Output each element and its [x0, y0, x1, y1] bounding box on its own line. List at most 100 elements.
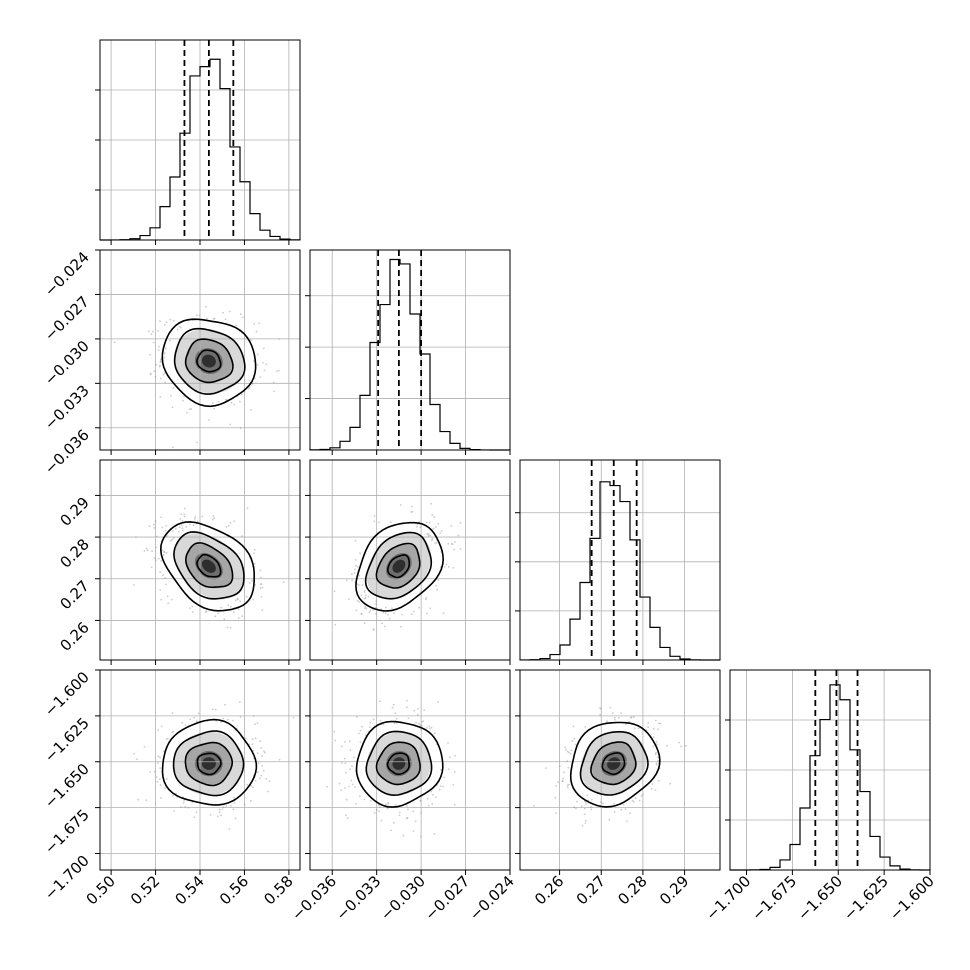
sample-point	[195, 811, 198, 814]
sample-point	[240, 393, 243, 396]
sample-point	[229, 423, 232, 426]
sample-point	[387, 803, 390, 805]
sample-point	[358, 584, 360, 586]
sample-point	[628, 720, 631, 723]
sample-point	[638, 799, 641, 802]
sample-point	[618, 716, 620, 719]
sample-point	[647, 726, 650, 729]
sample-point	[133, 752, 136, 755]
sample-point	[354, 539, 357, 542]
sample-point	[263, 369, 266, 372]
sample-point	[640, 795, 643, 797]
sample-point	[453, 803, 456, 806]
contour-line-2	[173, 327, 246, 395]
sample-point	[575, 807, 577, 810]
y-tick-label: −0.030	[41, 337, 93, 389]
sample-point	[260, 583, 263, 585]
sample-point	[566, 786, 569, 789]
sample-point	[437, 522, 440, 525]
sample-point	[217, 612, 220, 615]
sample-point	[193, 517, 196, 520]
sample-point	[430, 790, 433, 793]
sample-point	[169, 318, 172, 321]
sample-point	[341, 745, 343, 748]
sample-point	[223, 618, 226, 621]
sample-point	[278, 758, 281, 761]
x-tick-label: 0.58	[260, 872, 296, 908]
sample-point	[343, 757, 346, 760]
sample-point	[586, 794, 589, 797]
sample-point	[655, 762, 658, 765]
sample-point	[157, 762, 159, 764]
sample-point	[555, 812, 557, 814]
sample-point	[178, 531, 180, 533]
sample-point	[382, 611, 385, 614]
sample-point	[160, 598, 163, 601]
sample-point	[443, 776, 446, 779]
sample-point	[165, 738, 168, 740]
y-tick-label: −0.024	[41, 248, 93, 300]
y-tick-label: 0.28	[56, 535, 92, 571]
sample-point	[641, 793, 644, 796]
y-tick-label: 0.29	[56, 494, 92, 530]
sample-point	[432, 527, 435, 530]
sample-point	[158, 778, 161, 781]
sample-point	[423, 709, 426, 711]
sample-point	[609, 706, 612, 709]
sample-point	[373, 520, 376, 523]
sample-point	[351, 573, 353, 575]
y-tick-label: −1.650	[41, 760, 93, 812]
sample-point	[189, 718, 192, 720]
sample-point	[220, 814, 223, 817]
x-tick-label: 0.26	[531, 872, 567, 908]
sample-point	[585, 802, 588, 805]
sample-point	[406, 699, 408, 702]
sample-point	[171, 406, 174, 409]
sample-point	[173, 810, 176, 812]
contour-line-2	[364, 531, 433, 600]
sample-point	[183, 513, 186, 516]
sample-point	[584, 819, 587, 822]
sample-point	[165, 321, 168, 324]
sample-point	[344, 762, 347, 765]
sample-point	[171, 598, 174, 601]
sample-point	[157, 557, 160, 560]
sample-point	[348, 598, 350, 600]
sample-point	[159, 320, 161, 323]
sample-point	[566, 784, 569, 787]
x-tick-label: −0.024	[466, 872, 518, 924]
sample-point	[164, 529, 167, 532]
sample-point	[239, 716, 242, 718]
sample-point	[572, 725, 575, 728]
sample-point	[179, 806, 182, 809]
sample-point	[613, 716, 616, 719]
sample-point	[410, 505, 413, 508]
sample-point	[395, 804, 397, 806]
sample-point	[372, 608, 374, 611]
sample-point	[182, 399, 184, 402]
sample-point	[562, 777, 565, 780]
sample-point	[557, 781, 559, 784]
sample-point	[153, 527, 156, 529]
density-level-4	[607, 757, 621, 770]
sample-point	[225, 805, 228, 807]
sample-point	[235, 324, 238, 327]
sample-point	[417, 708, 419, 710]
sample-point	[573, 737, 576, 740]
sample-point	[351, 783, 354, 786]
sample-point	[196, 441, 199, 444]
sample-point	[449, 756, 451, 759]
sample-point	[367, 595, 370, 598]
x-tick-label: 0.52	[127, 872, 163, 908]
sample-point	[153, 370, 156, 373]
sample-point	[373, 515, 376, 517]
sample-point	[178, 325, 181, 328]
x-tick-label: −1.675	[748, 872, 800, 924]
sample-point	[156, 781, 159, 783]
contour-line-1	[590, 741, 637, 786]
sample-point	[166, 535, 169, 537]
y-tick-label: −1.625	[41, 714, 93, 766]
sample-point	[427, 535, 430, 537]
sample-point	[261, 586, 264, 589]
sample-point	[249, 799, 252, 802]
